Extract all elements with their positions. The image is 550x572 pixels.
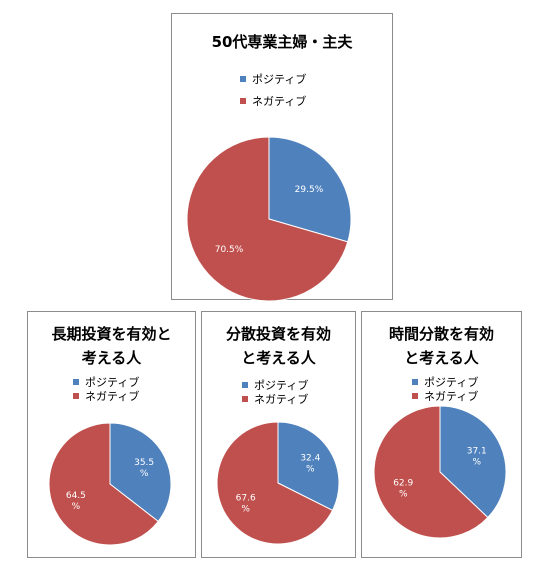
pie-chart: 35.5%64.5% xyxy=(48,422,172,546)
data-label-negative: 70.5% xyxy=(215,245,244,255)
chart-title: 分散投資を有効 と考える人 xyxy=(202,322,355,370)
pie-slice-positive xyxy=(277,421,340,512)
legend-swatch-positive xyxy=(412,379,418,385)
pie-slice-positive xyxy=(109,422,172,523)
pie-slice-positive xyxy=(439,405,507,519)
legend-label-positive: ポジティブ xyxy=(85,376,140,389)
pie-chart: 37.1%62.9% xyxy=(373,405,507,539)
chart-title-line-2: と考える人 xyxy=(241,349,316,367)
data-label-negative: 64.5 xyxy=(66,491,86,501)
legend-label-positive: ポジティブ xyxy=(254,379,309,392)
chart-panel-long-term: 長期投資を有効と 考える人 ポジティブ ネガティブ 35.5% 64.5% xyxy=(27,311,196,558)
legend-item-positive: ポジティブ xyxy=(242,378,308,392)
chart-title-line-2: 考える人 xyxy=(81,349,142,367)
chart-legend: ポジティブ ネガティブ xyxy=(240,72,306,108)
data-label-negative: 67.6 xyxy=(236,493,256,503)
data-label-negative: % xyxy=(241,504,250,514)
pie-slice-negative xyxy=(373,405,489,539)
legend-swatch-negative xyxy=(412,393,418,399)
legend-item-positive: ポジティブ xyxy=(240,72,306,86)
legend-swatch-positive xyxy=(242,382,248,388)
chart-legend: ポジティブ ネガティブ xyxy=(412,375,478,403)
legend-label-negative: ネガティブ xyxy=(85,390,140,403)
pie-slice-negative xyxy=(48,422,159,546)
chart-title: 長期投資を有効と 考える人 xyxy=(28,322,195,370)
legend-item-positive: ポジティブ xyxy=(73,375,139,389)
legend-item-negative: ネガティブ xyxy=(412,389,478,403)
chart-panel-top: 50代専業主婦・主夫 ポジティブ ネガティブ 29.5% 70.5% xyxy=(171,13,393,302)
chart-title: 時間分散を有効 と考える人 xyxy=(362,322,521,370)
data-label-positive: % xyxy=(306,465,315,475)
data-label-positive: 37.1 xyxy=(467,447,487,457)
pie-chart: 32.4%67.6% xyxy=(216,421,340,545)
data-label-positive: 32.4 xyxy=(300,454,320,464)
pie-slice-positive xyxy=(268,136,352,243)
chart-title: 50代専業主婦・主夫 xyxy=(211,33,353,51)
legend-label-positive: ポジティブ xyxy=(252,73,307,86)
legend-label-negative: ネガティブ xyxy=(252,95,307,108)
legend-swatch-negative xyxy=(240,98,246,104)
legend-label-positive: ポジティブ xyxy=(424,376,479,389)
legend-swatch-positive xyxy=(73,379,79,385)
data-label-negative: % xyxy=(399,489,408,499)
legend-swatch-negative xyxy=(73,393,79,399)
chart-title-line-1: 時間分散を有効 xyxy=(388,325,494,343)
chart-legend: ポジティブ ネガティブ xyxy=(242,378,308,406)
chart-panel-time-diversified: 時間分散を有効 と考える人 ポジティブ ネガティブ 37.1% 62.9% xyxy=(361,311,522,558)
chart-title-line-1: 分散投資を有効 xyxy=(225,325,331,343)
data-label-positive: % xyxy=(472,458,481,468)
legend-item-negative: ネガティブ xyxy=(242,392,308,406)
legend-label-negative: ネガティブ xyxy=(254,393,309,406)
data-label-positive: 35.5 xyxy=(134,458,154,468)
pie-chart: 29.5% 70.5% xyxy=(186,136,352,302)
data-label-negative: % xyxy=(72,502,81,512)
chart-title-line-2: と考える人 xyxy=(404,349,479,367)
legend-item-negative: ネガティブ xyxy=(73,389,139,403)
chart-title-line-1: 長期投資を有効と xyxy=(51,325,172,343)
chart-panel-diversified: 分散投資を有効 と考える人 ポジティブ ネガティブ 32.4% 67.6% xyxy=(201,311,356,558)
legend-swatch-negative xyxy=(242,396,248,402)
pie-slice-negative xyxy=(216,421,334,545)
legend-item-negative: ネガティブ xyxy=(240,94,306,108)
data-label-negative: 62.9 xyxy=(393,478,413,488)
data-label-positive: % xyxy=(140,469,149,479)
legend-label-negative: ネガティブ xyxy=(424,390,479,403)
legend-swatch-positive xyxy=(240,76,246,82)
legend-item-positive: ポジティブ xyxy=(412,375,478,389)
pie-slice-negative xyxy=(186,136,349,302)
data-label-positive: 29.5% xyxy=(295,185,324,195)
chart-legend: ポジティブ ネガティブ xyxy=(73,375,139,403)
